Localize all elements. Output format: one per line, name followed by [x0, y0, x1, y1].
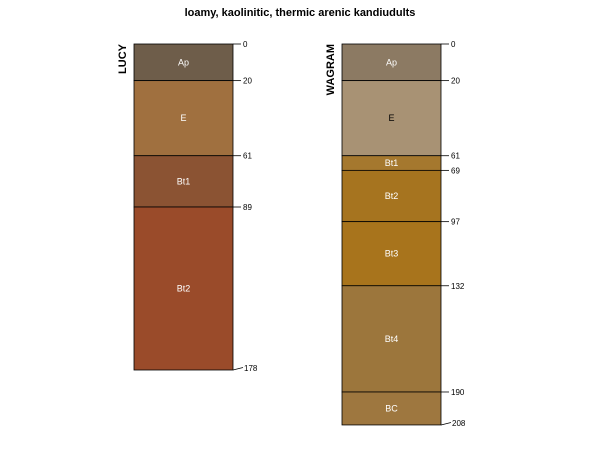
depth-label: 69 [451, 166, 460, 175]
depth-label: 132 [451, 282, 465, 291]
chart-title: loamy, kaolinitic, thermic arenic kandiu… [185, 7, 416, 19]
horizon-bc [341, 391, 442, 426]
depth-label: 89 [243, 203, 252, 212]
depth-label: 0 [243, 40, 248, 49]
depth-label: 178 [244, 364, 258, 373]
horizon-label: Bt1 [177, 176, 191, 186]
profile-name: WAGRAM [325, 44, 337, 95]
horizon-label: Ap [386, 57, 397, 67]
horizon-label: Ap [178, 57, 189, 67]
horizon-e [341, 80, 442, 157]
horizon-label: Bt4 [385, 334, 399, 344]
depth-label: 0 [451, 40, 456, 49]
depth-label: 97 [451, 218, 460, 227]
depth-label: 61 [451, 152, 460, 161]
depth-label: 208 [452, 419, 466, 428]
horizon-label: E [180, 113, 186, 123]
horizon-label: E [388, 113, 394, 123]
horizon-label: Bt2 [177, 284, 191, 294]
horizon-label: Bt2 [385, 191, 399, 201]
horizon-ap [133, 43, 234, 82]
depth-label: 190 [451, 388, 465, 397]
depth-label: 20 [243, 77, 252, 86]
horizon-bt4 [341, 285, 442, 393]
horizon-bt2 [133, 206, 234, 371]
horizon-label: Bt1 [385, 158, 399, 168]
profile-wagram: Ap E Bt1 Bt2 Bt3 Bt4 BC 0 20 61 69 97 132 190 208 WAGRA… [325, 40, 466, 428]
depth-tick [440, 422, 452, 426]
horizon-bt2 [341, 169, 442, 223]
horizon-bt3 [341, 221, 442, 287]
horizon-bt1 [133, 155, 234, 208]
profile-name: LUCY [117, 43, 129, 74]
horizon-e [133, 80, 234, 157]
depth-tick [232, 367, 244, 371]
depth-label: 61 [243, 152, 252, 161]
profiles-group: Ap E Bt1 Bt2 0 20 61 89 178 LUCY Ap E Bt1 Bt2 Bt3 Bt4 BC… [117, 40, 466, 428]
horizon-ap [341, 43, 442, 82]
horizon-label: BC [385, 403, 398, 413]
horizon-label: Bt3 [385, 249, 399, 259]
profile-lucy: Ap E Bt1 Bt2 0 20 61 89 178 LUCY [117, 40, 258, 373]
depth-label: 20 [451, 77, 460, 86]
